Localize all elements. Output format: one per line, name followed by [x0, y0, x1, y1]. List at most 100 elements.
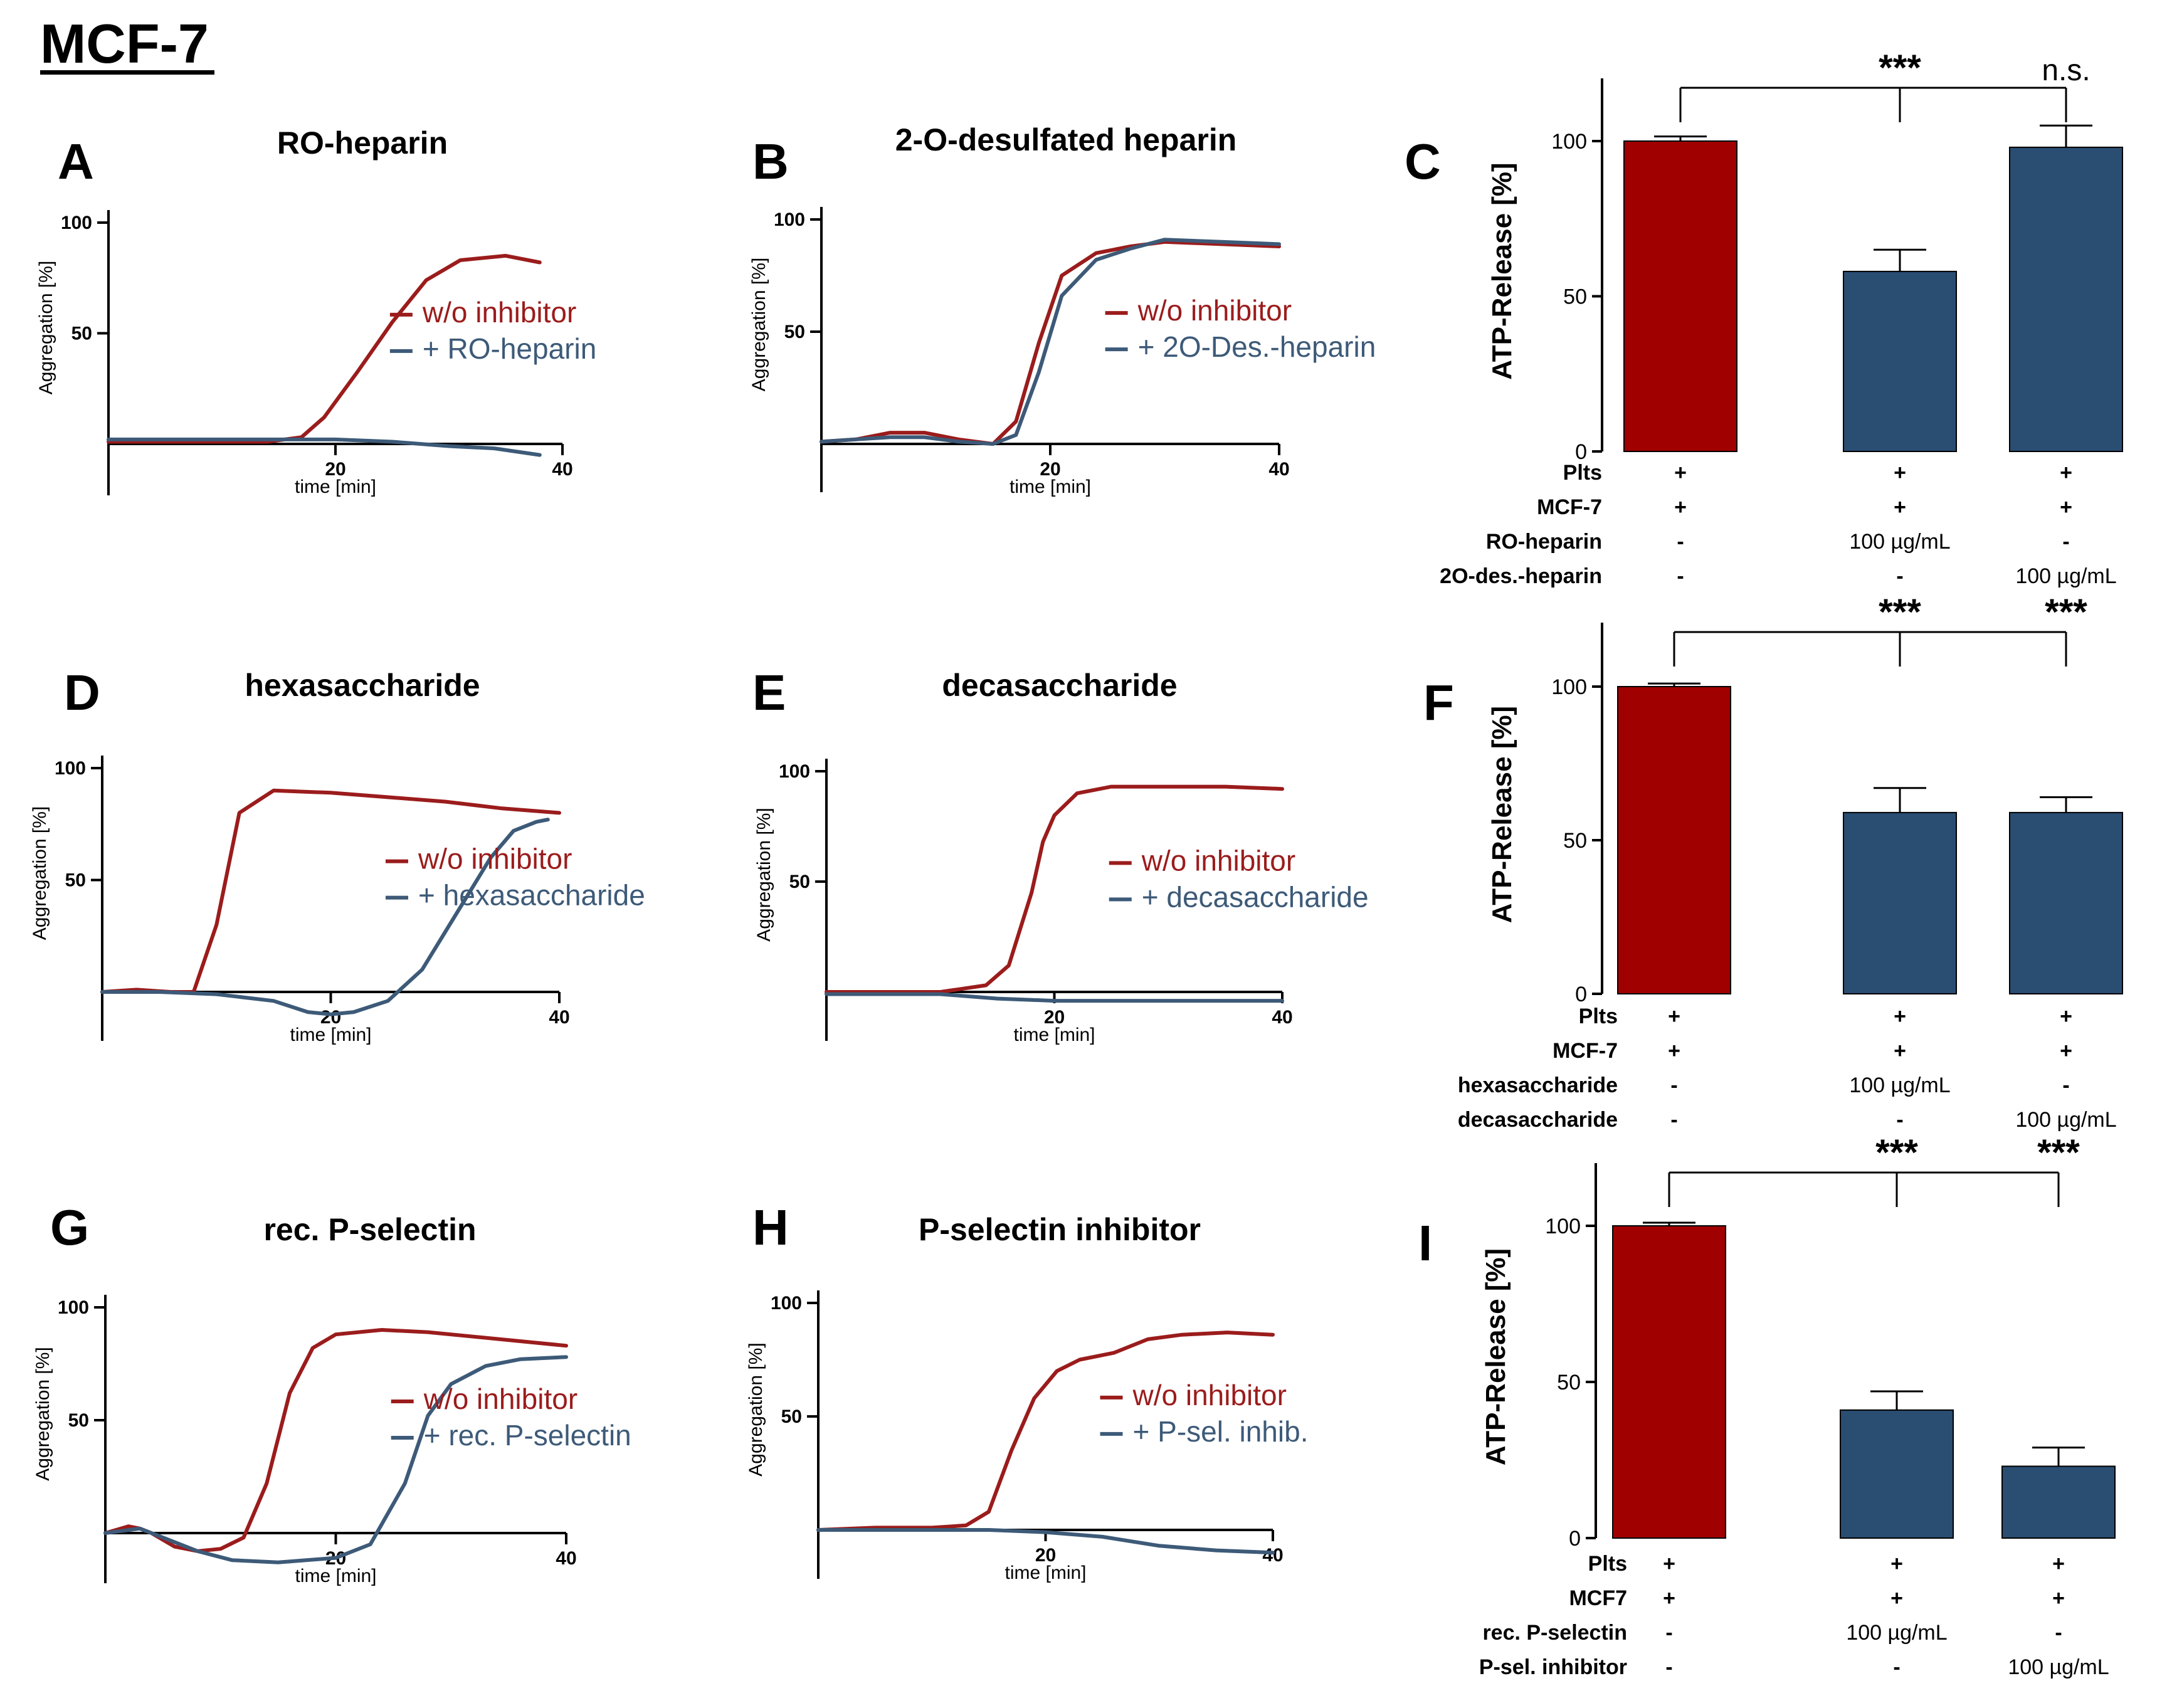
x-tick-label: 40 [549, 1007, 569, 1028]
condition-value: 100 µg/mL [1849, 530, 1950, 554]
sig-label: *** [1875, 1132, 1918, 1173]
condition-value: - [1677, 564, 1684, 588]
condition-value: 100 µg/mL [1846, 1621, 1947, 1645]
sig-label: *** [1879, 48, 1921, 88]
condition-value: - [1677, 530, 1684, 554]
bar-2 [2001, 1465, 2116, 1539]
x-axis-label: time [min] [295, 1566, 376, 1586]
condition-label: Plts [1588, 1552, 1627, 1576]
condition-value: + [2060, 1039, 2072, 1063]
line-panel-A: A RO-heparin 50 100 20 40 time [min] Aggregatio… [36, 125, 596, 497]
y-tick-label: 50 [68, 1410, 89, 1431]
x-tick-label: 20 [1040, 459, 1060, 480]
x-tick-label: 20 [1044, 1007, 1065, 1028]
y-tick-label: 50 [71, 324, 92, 344]
condition-value: + [1894, 461, 1906, 485]
y-tick-label: 100 [771, 1293, 802, 1314]
bar-1 [1840, 1409, 1954, 1539]
series-line-inhibitor [816, 1528, 1275, 1555]
y-tick-label: 50 [789, 872, 810, 892]
condition-label: MCF-7 [1553, 1039, 1618, 1063]
condition-label: Plts [1563, 461, 1602, 485]
bar-panel-F: F 0 50 100 ATP-Release [%] *** *** Plts + + + MCF-7… [1423, 592, 2123, 1132]
condition-label: RO-heparin [1486, 530, 1602, 554]
condition-label: Plts [1579, 1004, 1618, 1028]
condition-value: + [2060, 1004, 2072, 1028]
y-tick-label: 100 [58, 1297, 89, 1318]
condition-label: hexasaccharide [1458, 1073, 1618, 1097]
series-line-control [825, 784, 1284, 994]
condition-value: + [1890, 1586, 1903, 1610]
x-axis-label: time [min] [1013, 1025, 1095, 1045]
sig-label: *** [1879, 592, 1921, 633]
bar-panel-C: C 0 50 100 ATP-Release [%] *** n.s. Plts + + + MCF-… [1405, 48, 2123, 588]
y-tick-label: 100 [61, 213, 92, 233]
condition-value: - [1665, 1621, 1672, 1645]
condition-label: 2O-des.-heparin [1440, 564, 1602, 588]
y-tick-label: 0 [1575, 983, 1587, 1006]
panel-title: RO-heparin [277, 125, 448, 161]
x-axis-label: time [min] [290, 1025, 371, 1045]
y-tick-label: 100 [1551, 130, 1587, 154]
condition-value: + [1674, 495, 1687, 519]
y-axis-label: Aggregation [%] [36, 261, 56, 394]
line-panel-H: H P-selectin inhibitor 50 100 20 40 time [min]… [746, 1199, 1308, 1583]
condition-value: - [2062, 1073, 2069, 1097]
condition-value: - [1670, 1073, 1677, 1097]
bar-1 [1843, 270, 1957, 452]
panel-letter: D [64, 665, 100, 720]
panel-title: decasaccharide [942, 668, 1177, 703]
bar-0 [1617, 686, 1731, 994]
legend-label: w/o inhibitor [1137, 294, 1292, 327]
y-tick-label: 0 [1569, 1527, 1581, 1551]
x-axis-label: time [min] [295, 477, 376, 497]
condition-label: rec. P-selectin [1482, 1621, 1627, 1645]
sig-label: *** [2037, 1132, 2080, 1173]
series-line-inhibitor [825, 992, 1284, 1003]
legend-label: w/o inhibitor [1132, 1379, 1287, 1411]
condition-value: + [1894, 495, 1906, 519]
condition-value: + [2060, 461, 2072, 485]
y-axis-label: Aggregation [%] [754, 808, 774, 941]
y-tick-label: 50 [784, 322, 805, 342]
y-tick-label: 100 [774, 209, 805, 230]
condition-value: 100 µg/mL [1849, 1073, 1950, 1097]
figure-title-underline [40, 70, 214, 75]
panel-letter: B [752, 134, 789, 189]
condition-value: + [1668, 1039, 1680, 1063]
condition-value: + [1668, 1004, 1680, 1028]
x-axis-label: time [min] [1010, 477, 1091, 497]
condition-value: - [1896, 1108, 1903, 1132]
condition-value: + [1663, 1552, 1675, 1576]
panel-title: 2-O-desulfated heparin [895, 122, 1237, 157]
line-panel-B: B 2-O-desulfated heparin 50 100 20 40 time [mi… [749, 122, 1376, 497]
condition-label: decasaccharide [1458, 1108, 1618, 1132]
condition-value: - [1665, 1655, 1672, 1679]
x-tick-label: 40 [1268, 459, 1289, 480]
y-tick-label: 0 [1575, 440, 1587, 464]
legend-label: w/o inhibitor [1141, 844, 1295, 877]
y-axis-label: Aggregation [%] [33, 1347, 53, 1480]
condition-value: + [1894, 1004, 1906, 1028]
legend-label: w/o inhibitor [422, 296, 576, 329]
bar-2 [2009, 811, 2123, 995]
y-axis-label: ATP-Release [%] [1487, 706, 1517, 923]
bar-1 [1843, 811, 1957, 995]
x-tick-label: 20 [1035, 1545, 1056, 1566]
condition-value: - [2062, 530, 2069, 554]
panel-title: rec. P-selectin [263, 1212, 476, 1247]
sig-label: *** [2045, 592, 2087, 633]
condition-value: 100 µg/mL [2008, 1655, 2109, 1679]
x-axis-label: time [min] [1004, 1563, 1086, 1583]
x-tick-label: 40 [552, 459, 572, 480]
y-tick-label: 100 [55, 758, 86, 779]
y-axis-label: Aggregation [%] [746, 1342, 766, 1476]
legend-label: + decasaccharide [1142, 880, 1369, 913]
condition-value: 100 µg/mL [2015, 1108, 2116, 1132]
figure-title: MCF-7 [40, 13, 209, 75]
condition-value: + [2052, 1586, 2065, 1610]
panel-letter: C [1405, 134, 1441, 189]
condition-label: P-sel. inhibitor [1479, 1655, 1627, 1679]
